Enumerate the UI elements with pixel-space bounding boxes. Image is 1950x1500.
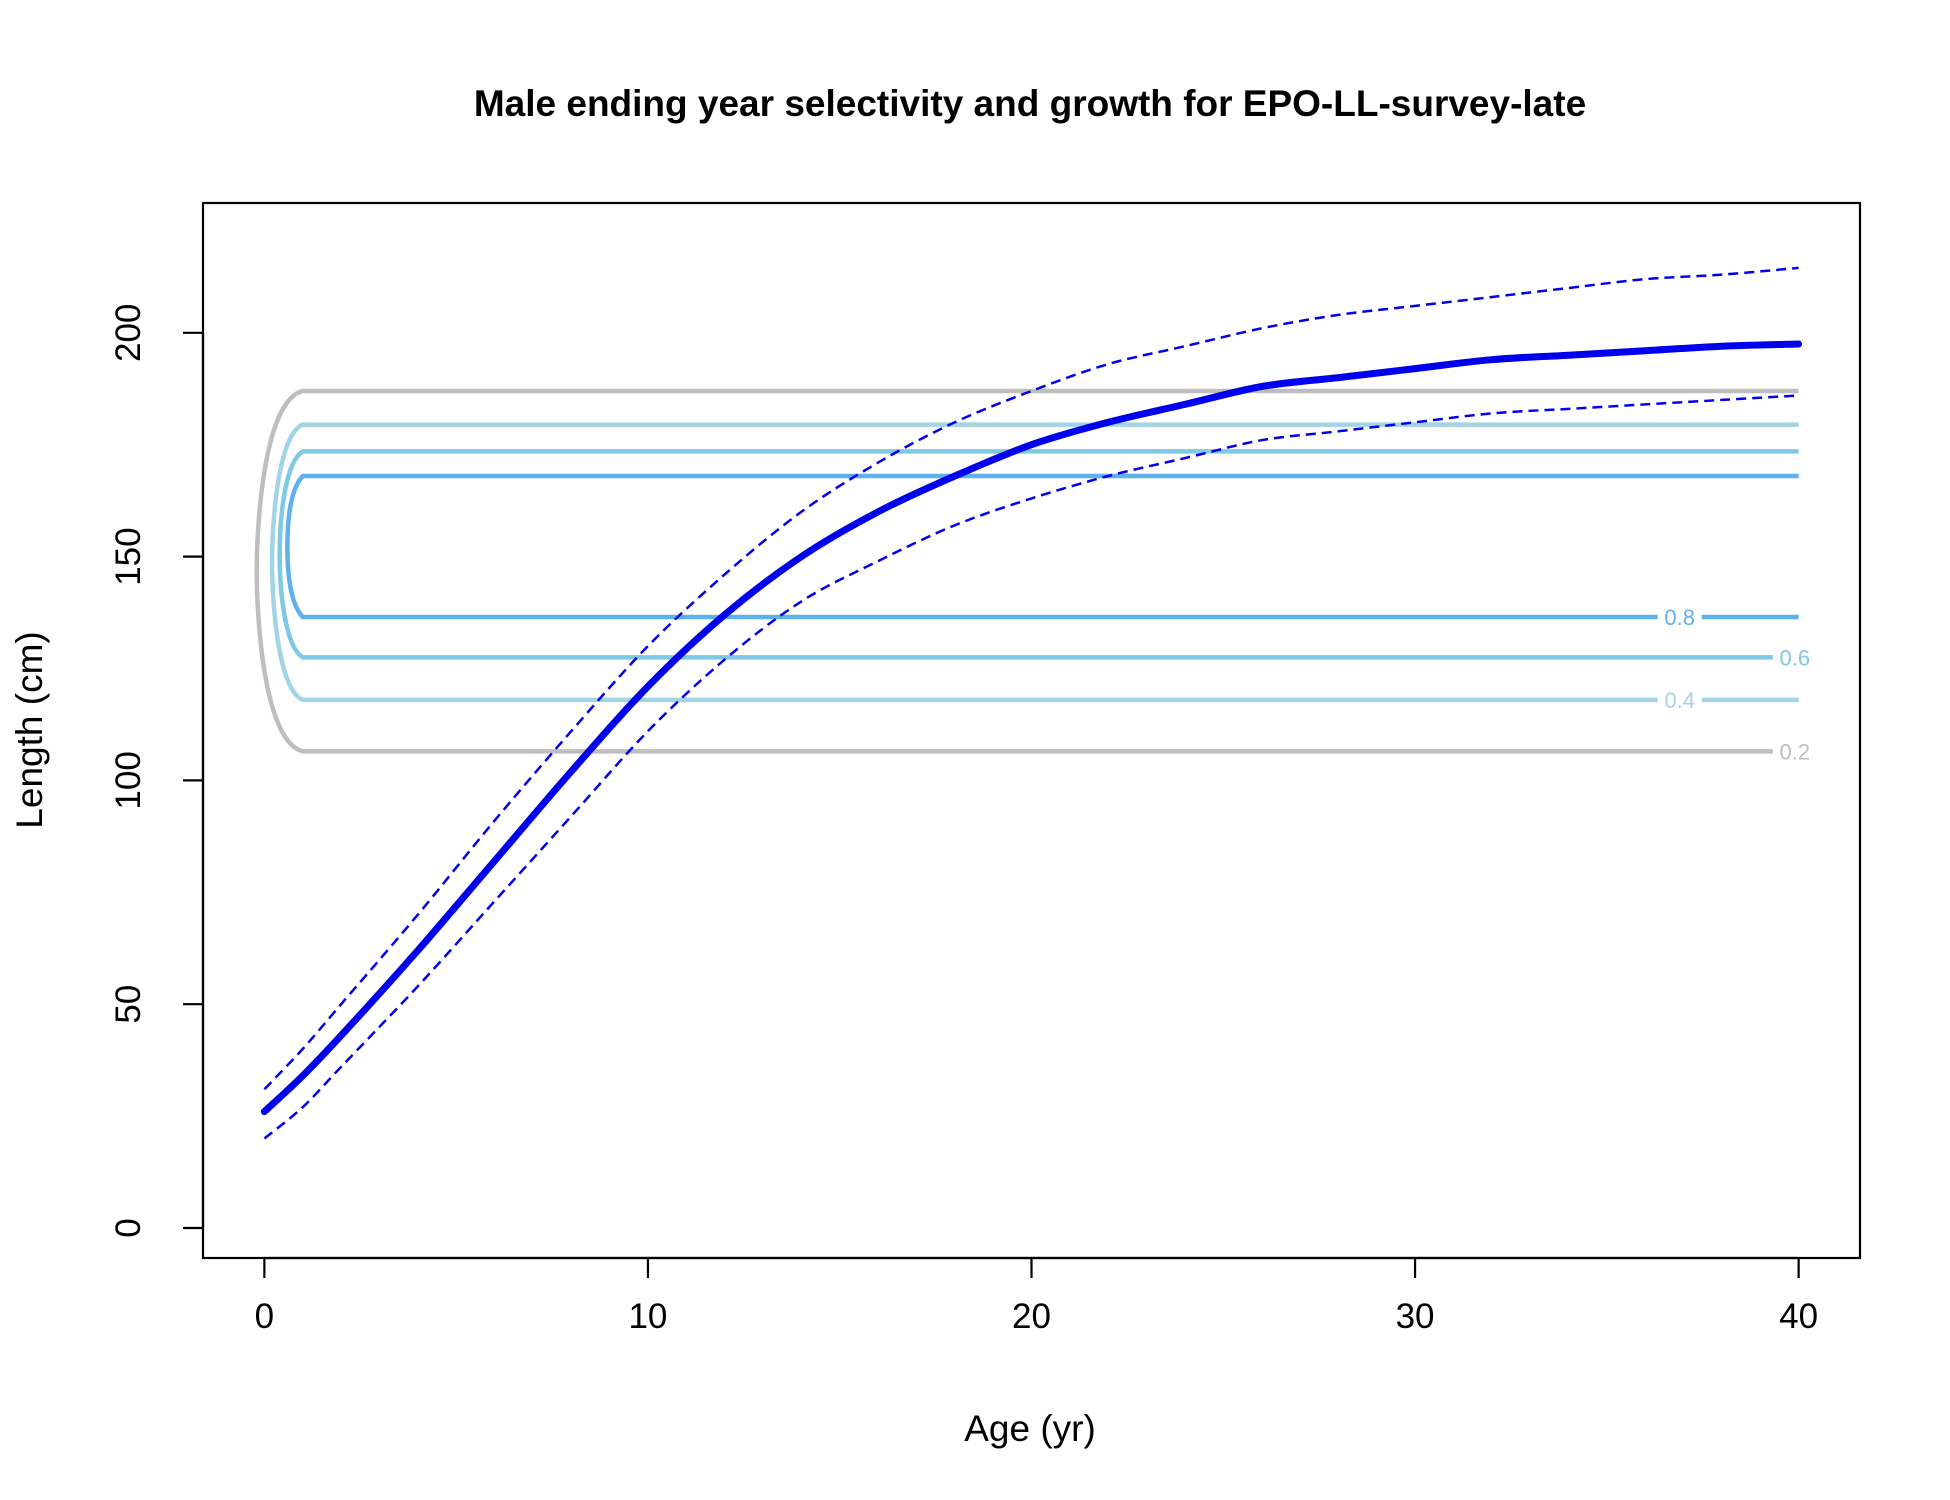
contour-line-0-2 bbox=[254, 388, 1799, 754]
contour-line-0-6 bbox=[277, 449, 1799, 660]
contour-label-bg bbox=[1657, 603, 1702, 632]
contour-label-0-2: 0.2 bbox=[1779, 739, 1810, 764]
contour-label-bg bbox=[1657, 685, 1702, 714]
selectivity-contours: 0.2 0.4 0.6 0.8 bbox=[254, 388, 1817, 766]
contour-label-0-8: 0.8 bbox=[1664, 605, 1695, 630]
y-tick-label: 100 bbox=[109, 751, 148, 809]
contour-label-bg bbox=[1772, 737, 1817, 766]
contour-line-0-4 bbox=[269, 422, 1799, 703]
y-axis-label: Length (cm) bbox=[9, 631, 50, 828]
y-axis: 0 50 100 150 200 bbox=[109, 304, 205, 1238]
x-axis-label: Age (yr) bbox=[964, 1408, 1096, 1449]
growth-lower-interval bbox=[263, 394, 1799, 1140]
contour-label-0-6: 0.6 bbox=[1779, 645, 1810, 670]
growth-upper-interval bbox=[263, 266, 1799, 1091]
growth-mean-curve bbox=[260, 340, 1803, 1116]
x-tick-label: 0 bbox=[255, 1297, 274, 1336]
growth-curves bbox=[260, 266, 1803, 1140]
y-tick-label: 150 bbox=[109, 527, 148, 585]
x-axis: 0 10 20 30 40 bbox=[255, 1256, 1818, 1336]
chart-title: Male ending year selectivity and growth … bbox=[474, 83, 1586, 124]
x-tick-label: 30 bbox=[1396, 1297, 1435, 1336]
contour-line-0-8 bbox=[285, 473, 1799, 620]
contour-label-0-4: 0.4 bbox=[1664, 688, 1695, 713]
y-tick-label: 0 bbox=[109, 1218, 148, 1237]
plot-frame bbox=[201, 201, 1862, 1260]
x-tick-label: 20 bbox=[1012, 1297, 1051, 1336]
x-tick-label: 40 bbox=[1779, 1297, 1818, 1336]
y-tick-label: 200 bbox=[109, 304, 148, 362]
y-tick-label: 50 bbox=[109, 985, 148, 1024]
x-tick-label: 10 bbox=[628, 1297, 667, 1336]
contour-label-bg bbox=[1772, 643, 1817, 672]
